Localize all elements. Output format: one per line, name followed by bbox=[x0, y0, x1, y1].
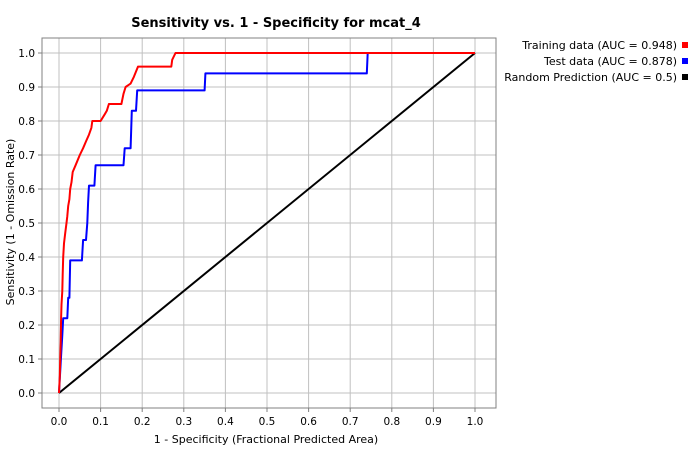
x-tick-label: 0.6 bbox=[300, 416, 317, 428]
y-tick-label: 0.5 bbox=[18, 218, 35, 230]
x-tick-label: 0.9 bbox=[425, 416, 442, 428]
y-tick-label: 0.6 bbox=[18, 184, 35, 196]
x-tick-label: 0.8 bbox=[383, 416, 400, 428]
legend-label: Random Prediction (AUC = 0.5) bbox=[504, 71, 677, 84]
y-tick-label: 0.9 bbox=[18, 82, 35, 94]
legend-random: Random Prediction (AUC = 0.5) bbox=[504, 71, 688, 84]
series-test-line bbox=[58, 52, 475, 394]
y-tick-label: 1.0 bbox=[18, 48, 35, 60]
x-tick-label: 0.7 bbox=[342, 416, 359, 428]
chart-title: Sensitivity vs. 1 - Specificity for mcat… bbox=[131, 16, 421, 31]
y-tick-label: 0.3 bbox=[18, 286, 35, 298]
y-tick-label: 0.0 bbox=[18, 388, 35, 400]
x-tick-label: 0.1 bbox=[92, 416, 109, 428]
x-tick-label: 0.4 bbox=[217, 416, 234, 428]
x-tick-label: 0.0 bbox=[51, 416, 68, 428]
series-training-line bbox=[58, 52, 475, 394]
series-random-line bbox=[58, 52, 476, 394]
y-tick-label: 0.8 bbox=[18, 116, 35, 128]
legend-swatch bbox=[682, 74, 688, 80]
x-axis-label: 1 - Specificity (Fractional Predicted Ar… bbox=[154, 433, 378, 446]
y-tick-label: 0.2 bbox=[18, 320, 35, 332]
x-tick-label: 1.0 bbox=[467, 416, 484, 428]
x-tick-label: 0.5 bbox=[259, 416, 276, 428]
x-tick-label: 0.2 bbox=[134, 416, 151, 428]
legend-label: Test data (AUC = 0.878) bbox=[543, 55, 677, 68]
y-tick-label: 0.4 bbox=[18, 252, 35, 264]
x-tick-label: 0.3 bbox=[175, 416, 192, 428]
legend-test: Test data (AUC = 0.878) bbox=[543, 55, 688, 68]
legend: Training data (AUC = 0.948) Test data (AU… bbox=[504, 39, 688, 84]
legend-swatch bbox=[682, 42, 688, 48]
legend-training: Training data (AUC = 0.948) bbox=[521, 39, 688, 52]
series-layer bbox=[58, 52, 476, 394]
y-axis: 0.0 0.1 0.2 0.3 0.4 0.5 0.6 0.7 0.8 0.9 1.0 bbox=[18, 48, 42, 400]
y-axis-label: Sensitivity (1 - Omission Rate) bbox=[4, 139, 17, 306]
legend-label: Training data (AUC = 0.948) bbox=[521, 39, 677, 52]
y-tick-label: 0.7 bbox=[18, 150, 35, 162]
x-axis: 0.0 0.1 0.2 0.3 0.4 0.5 0.6 0.7 0.8 0.9 1.0 bbox=[51, 408, 484, 428]
legend-swatch bbox=[682, 58, 688, 64]
y-tick-label: 0.1 bbox=[18, 354, 35, 366]
